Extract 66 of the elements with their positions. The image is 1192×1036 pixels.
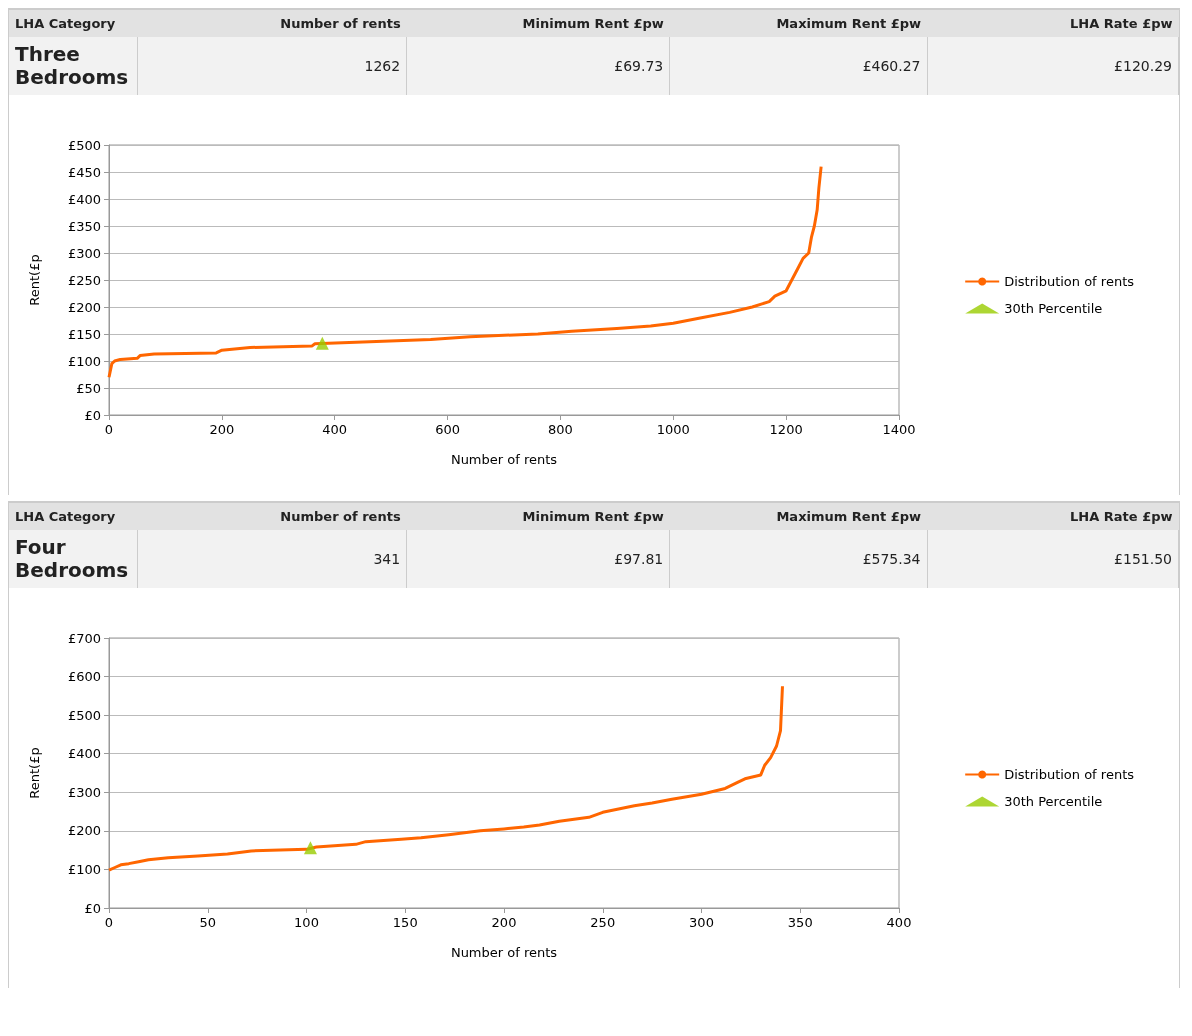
category-label: LHA Category bbox=[9, 502, 138, 530]
text: £460.27 bbox=[669, 37, 928, 95]
y-axis-title: Rent(£p bbox=[27, 747, 42, 799]
category-label: LHA Category bbox=[9, 9, 138, 37]
y-tick-label: £0 bbox=[84, 407, 101, 423]
text: 341 bbox=[137, 530, 407, 588]
y-tick-label: £500 bbox=[67, 707, 101, 723]
category-label: LHA Rate £pw bbox=[927, 9, 1179, 37]
x-tick-label: 400 bbox=[886, 915, 912, 930]
x-tick-label: 400 bbox=[322, 422, 348, 437]
text: £151.50 bbox=[927, 530, 1179, 588]
text: Three Bedrooms bbox=[9, 37, 138, 95]
x-tick-label: 150 bbox=[392, 915, 418, 930]
x-tick-label: 0 bbox=[104, 422, 114, 437]
y-tick-label: £300 bbox=[67, 784, 101, 800]
y-tick-label: £400 bbox=[67, 191, 101, 207]
x-tick-label: 200 bbox=[491, 915, 517, 930]
x-tick-label: 250 bbox=[590, 915, 616, 930]
y-tick-label: £300 bbox=[67, 245, 101, 261]
line-series bbox=[107, 165, 823, 379]
y-tick-label: £250 bbox=[67, 272, 101, 288]
y-axis-title: Rent(£p bbox=[27, 254, 42, 306]
category-label: Minimum Rent £pw bbox=[406, 9, 670, 37]
x-tick-label: 200 bbox=[209, 422, 235, 437]
y-tick-label: £150 bbox=[67, 326, 101, 342]
category-label: Number of rents bbox=[137, 502, 407, 530]
y-tick-label: £200 bbox=[67, 823, 101, 839]
x-tick-label: 1400 bbox=[882, 422, 916, 437]
x-tick-label: 50 bbox=[199, 915, 217, 930]
y-tick-label: £350 bbox=[67, 218, 101, 234]
y-tick-label: £0 bbox=[84, 900, 101, 916]
y-tick-label: £700 bbox=[67, 630, 101, 646]
x-axis-title: Number of rents bbox=[450, 452, 558, 467]
category-label: Maximum Rent £pw bbox=[669, 502, 928, 530]
y-tick-label: £600 bbox=[67, 669, 101, 685]
x-tick-label: 300 bbox=[689, 915, 714, 930]
x-tick-label: 1200 bbox=[769, 422, 803, 437]
x-tick-label: 800 bbox=[548, 422, 573, 437]
x-tick-label: 100 bbox=[294, 915, 319, 930]
x-axis-title: Number of rents bbox=[450, 945, 558, 960]
legend-label: 30th Percentile bbox=[1004, 301, 1103, 316]
legend-label: 30th Percentile bbox=[1004, 794, 1103, 809]
x-tick-label: 600 bbox=[435, 422, 460, 437]
y-tick-label: £200 bbox=[67, 299, 101, 315]
x-tick-label: 350 bbox=[787, 915, 813, 930]
y-tick-label: £450 bbox=[67, 164, 101, 180]
category-label: LHA Rate £pw bbox=[927, 502, 1179, 530]
y-tick-label: £400 bbox=[67, 746, 101, 762]
category-label: Minimum Rent £pw bbox=[406, 502, 670, 530]
text: £69.73 bbox=[406, 37, 670, 95]
x-tick-label: 1000 bbox=[656, 422, 690, 437]
category-label: Number of rents bbox=[137, 9, 407, 37]
text: Four Bedrooms bbox=[9, 530, 138, 588]
text: £575.34 bbox=[669, 530, 928, 588]
y-tick-label: £100 bbox=[67, 353, 101, 369]
x-tick-label: 0 bbox=[104, 915, 114, 930]
text: £120.29 bbox=[927, 37, 1179, 95]
y-tick-label: £500 bbox=[67, 137, 101, 153]
legend-label: Distribution of rents bbox=[1004, 274, 1135, 289]
text: 1262 bbox=[137, 37, 407, 95]
line-series bbox=[107, 684, 784, 872]
y-tick-label: £100 bbox=[67, 861, 101, 877]
text: £97.81 bbox=[406, 530, 670, 588]
category-label: Maximum Rent £pw bbox=[669, 9, 928, 37]
legend-label: Distribution of rents bbox=[1004, 767, 1135, 782]
y-tick-label: £50 bbox=[76, 380, 101, 396]
